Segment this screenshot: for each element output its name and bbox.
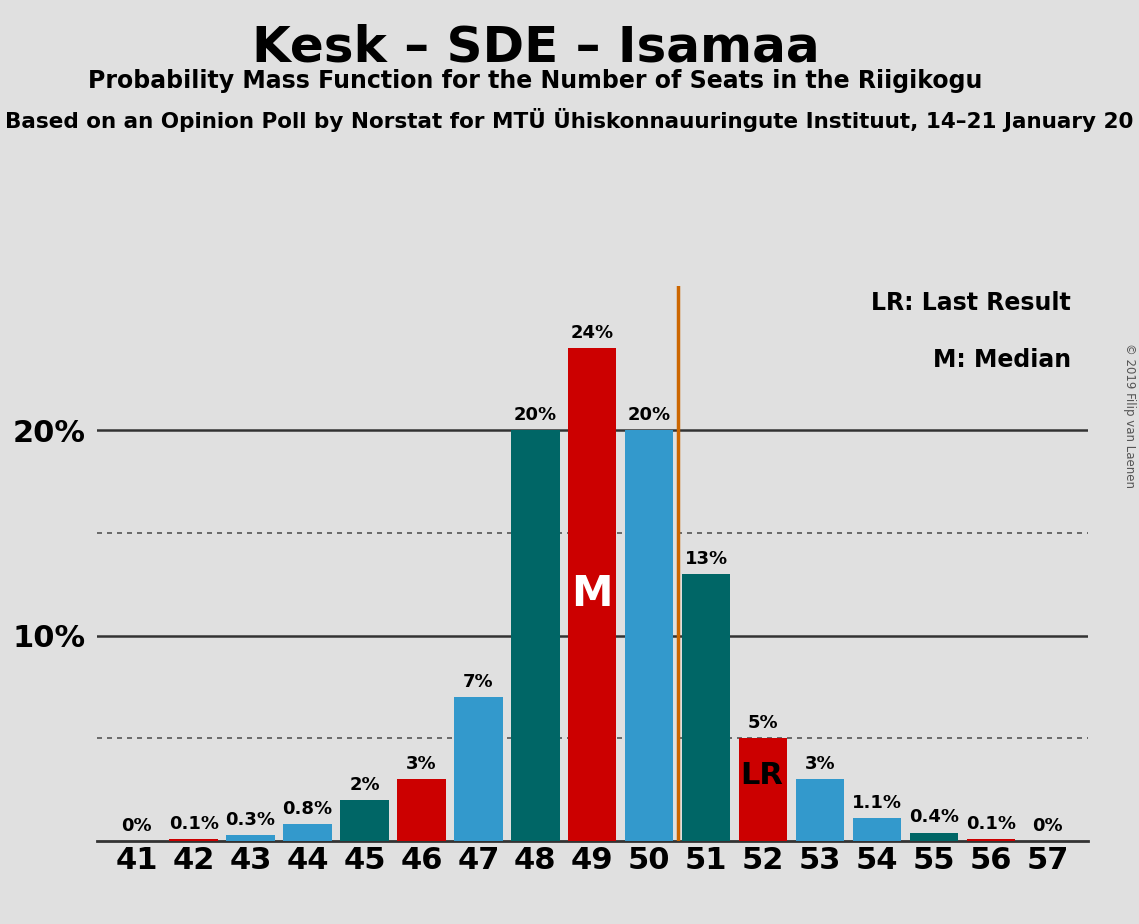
Text: 0%: 0% — [1033, 817, 1063, 834]
Text: 0.1%: 0.1% — [169, 815, 219, 833]
Bar — [284, 824, 331, 841]
Text: LR: LR — [740, 760, 784, 790]
Text: 7%: 7% — [464, 673, 493, 691]
Text: © 2019 Filip van Laenen: © 2019 Filip van Laenen — [1123, 344, 1137, 488]
Bar — [227, 834, 274, 841]
Text: 3%: 3% — [407, 755, 436, 773]
Bar — [341, 800, 388, 841]
Text: 24%: 24% — [571, 324, 614, 342]
Bar — [910, 833, 958, 841]
Text: Based on an Opinion Poll by Norstat for MTÜ Ühiskonnauuringute Instituut, 14–21 : Based on an Opinion Poll by Norstat for … — [6, 108, 1133, 132]
Text: M: M — [572, 574, 613, 615]
Text: 0%: 0% — [122, 817, 151, 834]
Text: 1.1%: 1.1% — [852, 794, 902, 812]
Text: 0.3%: 0.3% — [226, 810, 276, 829]
Text: Probability Mass Function for the Number of Seats in the Riigikogu: Probability Mass Function for the Number… — [88, 69, 983, 93]
Bar — [454, 697, 502, 841]
Text: LR: Last Result: LR: Last Result — [871, 290, 1071, 314]
Bar — [796, 779, 844, 841]
Text: 13%: 13% — [685, 550, 728, 567]
Text: 0.1%: 0.1% — [966, 815, 1016, 833]
Bar — [398, 779, 445, 841]
Bar — [739, 738, 787, 841]
Bar — [170, 839, 218, 841]
Text: 20%: 20% — [514, 406, 557, 424]
Text: 5%: 5% — [748, 714, 778, 732]
Bar — [511, 431, 559, 841]
Text: 0.8%: 0.8% — [282, 800, 333, 819]
Text: 20%: 20% — [628, 406, 671, 424]
Text: 3%: 3% — [805, 755, 835, 773]
Text: M: Median: M: Median — [933, 348, 1071, 372]
Text: Kesk – SDE – Isamaa: Kesk – SDE – Isamaa — [252, 23, 819, 71]
Bar — [853, 819, 901, 841]
Text: 0.4%: 0.4% — [909, 808, 959, 826]
Bar — [568, 348, 616, 841]
Bar — [682, 574, 730, 841]
Bar — [625, 431, 673, 841]
Text: 2%: 2% — [350, 775, 379, 794]
Bar — [967, 839, 1015, 841]
